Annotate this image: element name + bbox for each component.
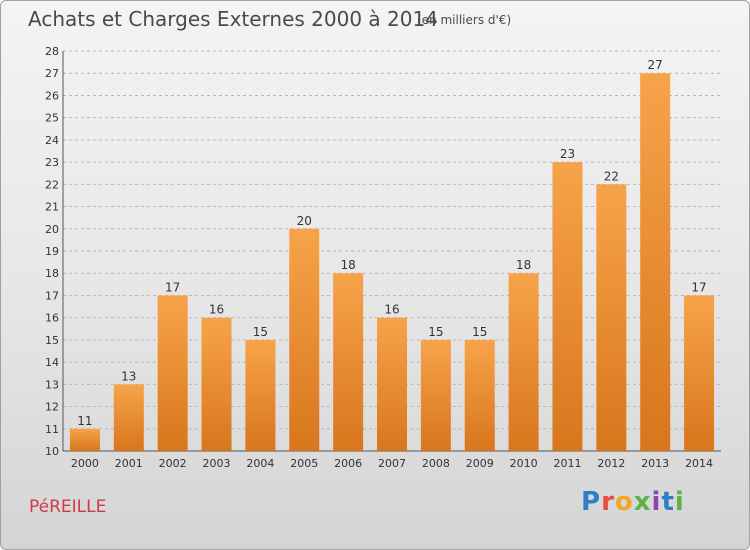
x-tick-labels: 2000 2001 2002 2003 2004 2005 2006 2007 2008 2009… [71, 457, 713, 470]
value-label-2011: 23 [560, 147, 575, 161]
bars [69, 73, 715, 452]
y-tick-label: 12 [45, 401, 59, 414]
value-label-2003: 16 [209, 303, 224, 317]
value-label-2002: 17 [165, 280, 180, 294]
value-label-2004: 15 [253, 325, 268, 339]
value-label-2007: 16 [384, 303, 399, 317]
logo-letter: x [633, 487, 652, 517]
value-label-2012: 22 [604, 169, 619, 183]
x-tick-label-2008: 2008 [422, 457, 450, 470]
logo-letter: P [581, 487, 602, 517]
bar-2004[interactable] [245, 339, 276, 451]
bar-2008[interactable] [420, 339, 451, 451]
value-label-2000: 11 [77, 414, 92, 428]
logo-letter: i [674, 487, 685, 517]
logo-letter: i [651, 487, 662, 517]
y-tick-label: 17 [45, 289, 59, 302]
value-label-2010: 18 [516, 258, 531, 272]
y-tick-label: 15 [45, 334, 59, 347]
bar-2010[interactable] [508, 273, 539, 451]
y-tick-label: 18 [45, 267, 59, 280]
x-tick-label-2013: 2013 [641, 457, 669, 470]
bar-2000[interactable] [69, 428, 100, 451]
y-tick-label: 28 [45, 45, 59, 58]
bar-2006[interactable] [333, 273, 364, 451]
bar-2003[interactable] [201, 317, 232, 451]
x-tick-label-2000: 2000 [71, 457, 99, 470]
value-label-2008: 15 [428, 325, 443, 339]
logo-letter: t [661, 487, 675, 517]
y-tick-label: 10 [45, 445, 59, 458]
bar-2013[interactable] [640, 73, 671, 451]
x-tick-label-2014: 2014 [685, 457, 713, 470]
value-label-2006: 18 [340, 258, 355, 272]
y-tick-label: 25 [45, 112, 59, 125]
bar-2014[interactable] [684, 295, 715, 451]
y-tick-label: 13 [45, 378, 59, 391]
y-tick-label: 26 [45, 89, 59, 102]
value-label-2014: 17 [691, 280, 706, 294]
x-tick-label-2012: 2012 [597, 457, 625, 470]
logo-letter: r [601, 487, 615, 517]
value-label-2001: 13 [121, 369, 136, 383]
bar-2007[interactable] [377, 317, 407, 451]
bar-2011[interactable] [552, 162, 583, 451]
x-tick-label-2004: 2004 [246, 457, 274, 470]
y-tick-label: 19 [45, 245, 59, 258]
y-tick-label: 22 [45, 178, 59, 191]
logo-letter: o [614, 487, 634, 517]
bar-2005[interactable] [289, 228, 320, 451]
chart-title: Achats et Charges Externes 2000 à 2014 [28, 7, 438, 31]
chart-subtitle: (en milliers d'€) [417, 13, 512, 27]
bar-2001[interactable] [113, 384, 144, 451]
y-tick-label: 20 [45, 223, 59, 236]
x-tick-label-2001: 2001 [115, 457, 143, 470]
y-tick-label: 24 [45, 134, 59, 147]
x-tick-label-2002: 2002 [159, 457, 187, 470]
y-tick-label: 16 [45, 312, 59, 325]
value-label-2005: 20 [297, 214, 312, 228]
x-tick-label-2005: 2005 [290, 457, 318, 470]
value-label-2013: 27 [648, 58, 663, 72]
commune-name: PéREILLE [29, 497, 107, 517]
value-labels: 11 13 17 16 15 20 18 16 15 15 18 23 22 27 17 [77, 58, 706, 428]
x-tick-label-2007: 2007 [378, 457, 406, 470]
bar-2012[interactable] [596, 184, 627, 452]
x-tick-label-2010: 2010 [510, 457, 538, 470]
x-tick-label-2009: 2009 [466, 457, 494, 470]
y-tick-labels: 10 11 12 13 14 15 16 17 18 19 20 21 22 23 24 25 26 27 28 [45, 45, 59, 458]
y-tick-label: 21 [45, 201, 59, 214]
bar-2009[interactable] [464, 339, 495, 451]
y-tick-label: 27 [45, 67, 59, 80]
x-tick-label-2006: 2006 [334, 457, 362, 470]
value-label-2009: 15 [472, 325, 487, 339]
y-tick-label: 11 [45, 423, 59, 436]
x-tick-label-2003: 2003 [203, 457, 231, 470]
x-tick-label-2011: 2011 [553, 457, 581, 470]
y-tick-label: 14 [45, 356, 59, 369]
proxiti-logo[interactable]: Proxiti [581, 487, 685, 517]
y-tick-label: 23 [45, 156, 59, 169]
bar-2002[interactable] [157, 295, 188, 451]
